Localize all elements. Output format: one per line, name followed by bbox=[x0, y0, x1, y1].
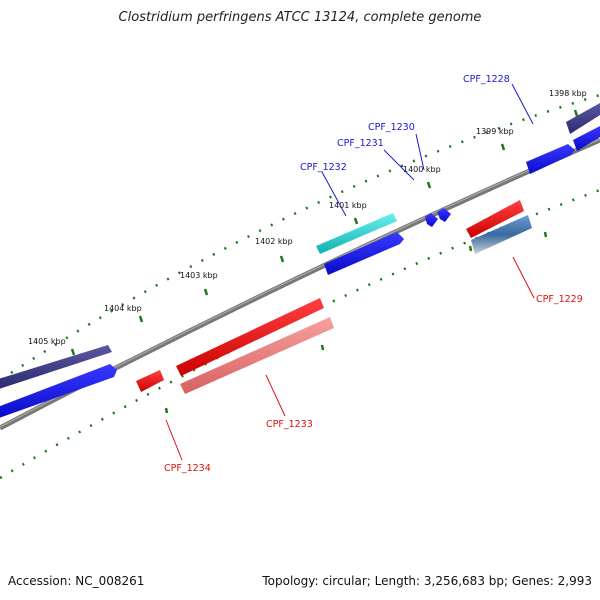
inner-major-ticks bbox=[164, 231, 548, 414]
tick-label: 1403 kbp bbox=[180, 271, 218, 280]
cds-arrow bbox=[573, 126, 600, 151]
tick-label: 1405 kbp bbox=[28, 337, 66, 346]
tick-label: 1398 kbp bbox=[549, 89, 587, 98]
feature-bar bbox=[180, 317, 334, 394]
cds-arrow bbox=[437, 208, 451, 222]
feature-bar bbox=[0, 345, 112, 389]
tick-label: 1399 kbp bbox=[476, 127, 514, 136]
gene-label-cpf-1228: CPF_1228 bbox=[463, 74, 510, 85]
feature-bar bbox=[566, 103, 600, 134]
map-title: Clostridium perfringens ATCC 13124, comp… bbox=[118, 10, 482, 25]
label-leaders bbox=[165, 83, 535, 461]
tick-label: 1400 kbp bbox=[403, 165, 441, 174]
cds-forward-track[interactable] bbox=[0, 126, 600, 418]
feature-track-outer bbox=[0, 103, 600, 389]
gene-label-cpf-1231: CPF_1231 bbox=[337, 138, 384, 149]
cds-arrow bbox=[136, 370, 164, 392]
cds-arrow bbox=[526, 144, 575, 174]
gene-label-cpf-1233: CPF_1233 bbox=[266, 419, 313, 430]
tick-label: 1401 kbp bbox=[329, 201, 367, 210]
gene-label-cpf-1230: CPF_1230 bbox=[368, 122, 415, 133]
cds-arrow bbox=[324, 232, 404, 275]
cds-arrow bbox=[466, 200, 524, 238]
genome-summary-text: Topology: circular; Length: 3,256,683 bp… bbox=[262, 574, 592, 588]
gene-label-cpf-1229: CPF_1229 bbox=[536, 294, 583, 305]
tick-labels: 1398 kbp 1399 kbp 1400 kbp 1401 kbp 1402… bbox=[28, 89, 587, 346]
feature-bar bbox=[471, 215, 532, 254]
cds-arrow bbox=[176, 298, 324, 376]
gene-labels: CPF_1228 CPF_1229 CPF_1230 CPF_1231 CPF_… bbox=[164, 74, 583, 474]
cds-arrow bbox=[425, 213, 438, 227]
major-ticks bbox=[70, 109, 579, 356]
feature-track-inner bbox=[180, 215, 532, 394]
gene-label-cpf-1232: CPF_1232 bbox=[300, 162, 347, 173]
tick-label: 1402 kbp bbox=[255, 237, 293, 246]
accession-text: Accession: NC_008261 bbox=[8, 574, 145, 588]
cds-arrow bbox=[0, 364, 117, 418]
feature-bar bbox=[316, 213, 397, 254]
cds-reverse-track[interactable] bbox=[136, 200, 524, 392]
tick-label: 1404 kbp bbox=[104, 304, 142, 313]
gene-label-cpf-1234: CPF_1234 bbox=[164, 463, 211, 474]
